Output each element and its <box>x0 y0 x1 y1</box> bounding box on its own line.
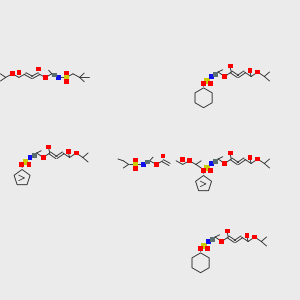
Bar <box>27 163 32 167</box>
Bar <box>64 71 69 76</box>
Bar <box>209 161 214 166</box>
Bar <box>213 72 218 76</box>
Bar <box>213 159 218 164</box>
Bar <box>74 151 79 155</box>
Bar <box>133 158 138 163</box>
Bar <box>208 82 213 86</box>
Bar <box>210 237 215 242</box>
Bar <box>66 149 71 154</box>
Bar <box>160 154 165 158</box>
Bar <box>204 78 209 84</box>
Bar <box>23 159 28 165</box>
Bar <box>36 67 41 71</box>
Bar <box>198 247 203 251</box>
Bar <box>64 75 69 80</box>
Bar <box>64 79 69 84</box>
Bar <box>56 75 61 80</box>
Bar <box>52 73 57 77</box>
Bar <box>133 162 138 167</box>
Bar <box>244 233 249 238</box>
Bar <box>41 155 46 160</box>
Bar <box>133 166 138 171</box>
Bar <box>248 68 252 73</box>
Bar <box>201 243 206 249</box>
Bar <box>248 155 252 160</box>
Bar <box>209 74 214 79</box>
Bar <box>141 162 146 167</box>
Bar <box>46 145 51 149</box>
Bar <box>204 165 209 171</box>
Bar <box>205 247 210 251</box>
Bar <box>28 155 32 160</box>
Bar <box>145 160 150 164</box>
Bar <box>10 71 15 76</box>
Bar <box>180 157 185 162</box>
Bar <box>228 64 232 68</box>
Bar <box>208 169 213 173</box>
Bar <box>154 162 159 167</box>
Bar <box>201 82 206 86</box>
Bar <box>255 70 260 74</box>
Bar <box>201 169 206 173</box>
Bar <box>219 239 224 244</box>
Bar <box>252 235 257 239</box>
Bar <box>32 153 37 158</box>
Bar <box>225 229 230 233</box>
Bar <box>222 161 227 166</box>
Bar <box>187 158 192 163</box>
Bar <box>20 163 24 167</box>
Bar <box>16 70 21 75</box>
Bar <box>228 151 232 155</box>
Bar <box>255 157 260 161</box>
Bar <box>43 75 48 80</box>
Bar <box>206 239 211 244</box>
Bar <box>222 74 227 79</box>
